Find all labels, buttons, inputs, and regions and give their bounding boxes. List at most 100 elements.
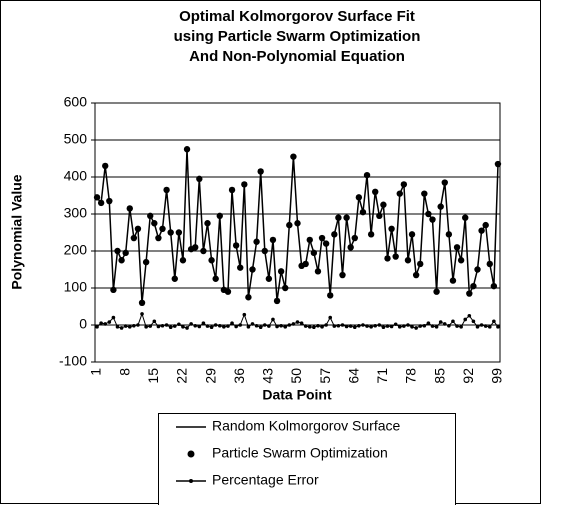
series-marker [302, 260, 309, 268]
series-marker [228, 186, 236, 194]
series-marker [393, 322, 398, 327]
x-tick-label: 78 [403, 368, 419, 384]
series-marker [282, 284, 289, 292]
series-marker [189, 322, 193, 326]
series-marker [200, 247, 207, 255]
series-marker [237, 264, 244, 271]
series-marker [372, 188, 379, 195]
series-marker [156, 324, 161, 329]
series-marker [451, 319, 455, 324]
series-marker [249, 266, 256, 273]
series-marker [295, 320, 300, 324]
series-marker [171, 275, 178, 282]
x-tick-label: 1 [88, 368, 104, 376]
series-marker [205, 324, 210, 328]
series-marker [361, 323, 365, 327]
series-marker [365, 324, 369, 328]
series-marker [172, 324, 177, 328]
series-marker [192, 244, 199, 251]
series-marker [126, 205, 133, 212]
series-marker [363, 171, 371, 179]
series-marker [132, 323, 136, 328]
series-marker [307, 325, 312, 329]
series-marker [250, 322, 255, 326]
series-marker [226, 324, 230, 328]
series-marker [118, 257, 125, 264]
series-marker [119, 326, 124, 330]
series-marker [438, 320, 443, 324]
series-marker [445, 231, 453, 238]
series-marker [417, 260, 424, 268]
series-marker [328, 315, 333, 320]
series-marker [357, 323, 361, 328]
series-marker [208, 257, 215, 264]
series-marker [478, 227, 485, 234]
chart-title: Optimal Kolmorgorov Surface Fit [179, 8, 415, 25]
y-tick-label: -100 [59, 353, 87, 369]
series-marker [181, 325, 185, 329]
series-marker [402, 324, 406, 328]
series-marker [447, 323, 451, 328]
legend-marker [189, 479, 193, 483]
series-marker [168, 325, 173, 330]
x-tick-label: 15 [145, 368, 161, 384]
series-marker [490, 282, 498, 290]
series-marker [392, 253, 399, 260]
series-marker [175, 229, 183, 236]
x-tick-label: 29 [202, 368, 218, 384]
series-marker [425, 210, 432, 218]
series-marker [163, 186, 170, 194]
series-marker [406, 323, 410, 327]
y-tick-label: 200 [64, 242, 88, 258]
series-marker [222, 325, 226, 329]
series-marker [348, 324, 353, 328]
series-marker [347, 244, 354, 251]
series-marker [177, 322, 181, 327]
x-tick-label: 92 [460, 368, 476, 384]
series-marker [486, 260, 493, 268]
series-marker [340, 323, 345, 327]
series-marker [107, 320, 112, 324]
series-marker [457, 257, 465, 264]
chart-title: using Particle Swarm Optimization [174, 28, 421, 45]
series-marker [290, 153, 297, 160]
x-tick-label: 36 [231, 368, 247, 384]
series-marker [93, 194, 101, 201]
series-marker [183, 146, 191, 153]
x-tick-label: 64 [345, 368, 361, 384]
series-marker [193, 323, 198, 328]
series-marker [148, 324, 153, 328]
series-marker [261, 247, 268, 255]
series-marker [306, 236, 313, 244]
series-marker [384, 255, 391, 262]
series-marker [474, 266, 481, 273]
chart-title: And Non-Polynomial Equation [189, 48, 405, 65]
series-marker [253, 238, 260, 245]
series-marker [147, 212, 154, 220]
series-marker [373, 323, 378, 328]
x-tick-label: 8 [116, 368, 132, 376]
series-marker [433, 288, 440, 295]
series-marker [381, 325, 386, 330]
series-marker [385, 324, 390, 328]
series-marker [224, 288, 232, 295]
series-marker [344, 324, 349, 329]
series-marker [230, 321, 234, 325]
series-marker [434, 325, 439, 329]
series-marker [217, 323, 222, 328]
series-marker [331, 231, 338, 238]
series-marker [294, 220, 301, 227]
series-marker [167, 229, 174, 236]
series-marker [123, 324, 128, 328]
series-marker [388, 225, 395, 232]
series-marker [400, 181, 408, 188]
series-marker [397, 325, 402, 329]
y-axis-title: Polynomial Value [9, 174, 25, 289]
series-marker [343, 214, 350, 221]
series-marker [412, 271, 420, 279]
series-marker [286, 221, 293, 229]
series-marker [267, 324, 271, 328]
series-marker [437, 203, 444, 210]
series-marker [426, 321, 431, 325]
series-marker [140, 312, 144, 316]
